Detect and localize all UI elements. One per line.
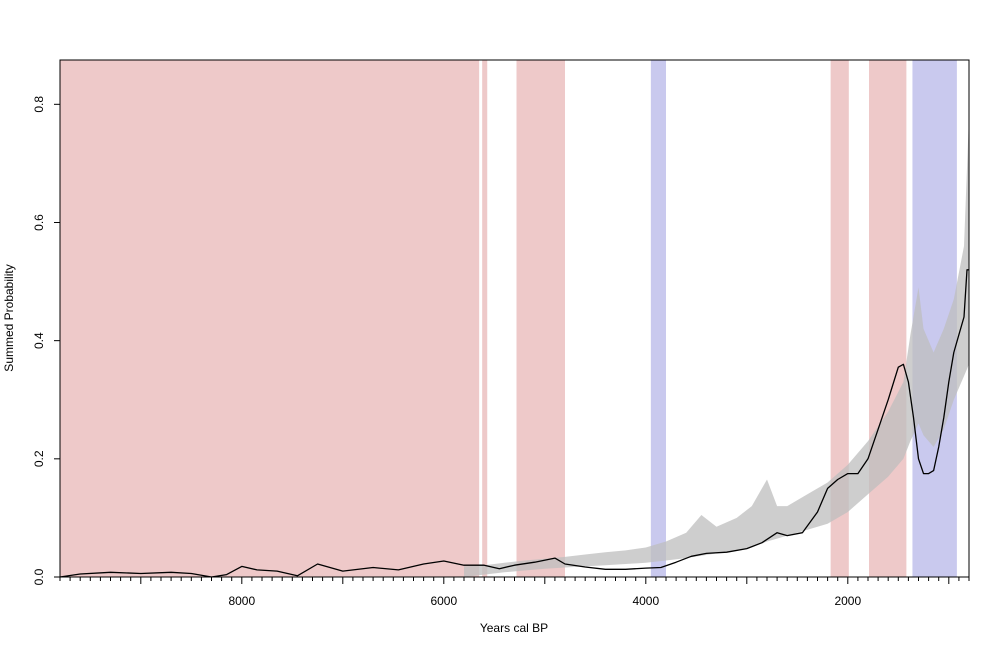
shaded-period-above-4 bbox=[650, 60, 666, 577]
shaded-period-below-5 bbox=[830, 60, 849, 577]
x-tick-label: 4000 bbox=[632, 594, 659, 608]
shaded-period-below-6 bbox=[869, 60, 907, 577]
x-tick-label: 2000 bbox=[834, 594, 861, 608]
y-tick-label: 0.6 bbox=[32, 214, 46, 231]
x-tick-label: 8000 bbox=[228, 594, 255, 608]
summed-probability-line-layer bbox=[59, 269, 969, 578]
shaded-period-below-3 bbox=[516, 60, 565, 577]
y-tick-label: 0.2 bbox=[32, 450, 46, 467]
x-tick-label: 6000 bbox=[430, 594, 457, 608]
y-tick-label: 0.4 bbox=[32, 332, 46, 349]
x-axis: 8000 6000 4000 2000 bbox=[59, 577, 970, 608]
summed-probability-line bbox=[59, 269, 969, 578]
y-axis: 0.0 0.2 0.4 0.6 0.8 bbox=[32, 96, 60, 585]
shaded-period-below-1 bbox=[60, 60, 480, 577]
shaded-period-below-2 bbox=[482, 60, 488, 577]
x-axis-title: Years cal BP bbox=[480, 621, 548, 635]
shaded-periods bbox=[60, 60, 957, 577]
y-tick-label: 0.8 bbox=[32, 96, 46, 113]
y-axis-title: Summed Probability bbox=[2, 264, 16, 371]
y-tick-label: 0.0 bbox=[32, 568, 46, 585]
